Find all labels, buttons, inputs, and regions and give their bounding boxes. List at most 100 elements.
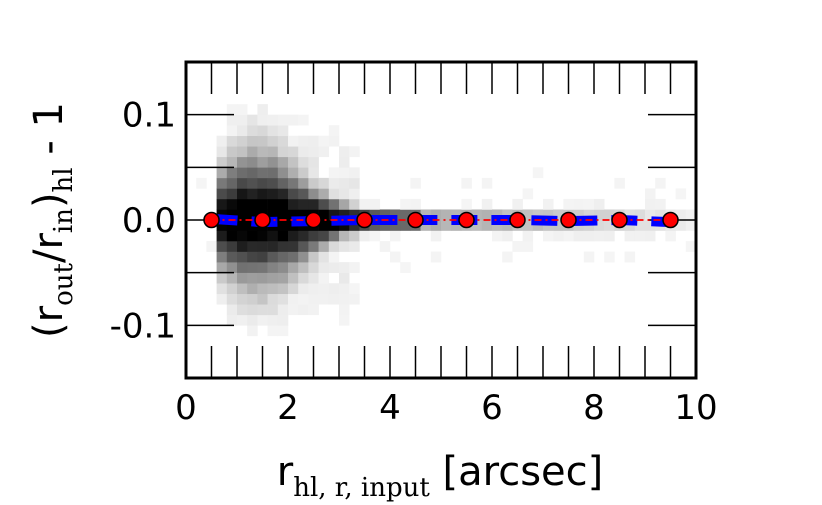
density-cell [685,220,697,231]
density-cell [502,220,513,231]
density-cell [298,146,309,158]
density-cell [624,251,636,263]
density-cell [216,241,228,252]
density-cell [308,188,319,200]
density-cell [339,304,350,316]
density-cell [339,146,350,158]
density-cell [288,230,299,242]
density-cell [277,156,289,168]
density-cell [247,198,258,210]
density-cell [257,135,268,147]
density-cell [237,272,248,284]
density-cell [247,262,258,273]
density-cell [318,293,330,305]
density-cell [237,314,248,326]
density-cell [267,156,279,168]
density-cell [318,188,330,200]
density-cell [308,241,319,252]
density-cell [512,241,523,252]
density-cell [257,167,268,179]
y-axis-label-sub-in: in [49,208,79,233]
density-cell [594,230,605,242]
density-cell [522,241,534,252]
red-series-point [254,211,271,229]
y-tick-label: -0.1 [110,306,176,346]
density-cell [328,167,340,179]
density-cell [237,241,248,252]
density-cell [349,262,360,273]
density-cell [226,177,238,189]
density-cell [328,188,340,200]
density-cell [675,209,687,221]
density-cell [247,146,258,158]
density-cell [257,293,268,305]
density-cell [349,188,360,200]
density-cell [298,167,309,179]
density-cell [237,167,248,179]
density-cell [247,209,258,221]
density-cell [277,241,289,252]
density-cell [532,167,544,179]
density-cell [318,177,330,189]
density-cell [216,293,228,305]
density-cell [277,304,289,316]
x-tick-label: 2 [277,388,299,428]
series-layer [203,211,679,229]
density-cell [390,220,401,231]
density-cell [461,198,472,210]
density-cell [288,135,299,147]
density-cell [216,262,228,273]
density-cell [216,188,228,200]
density-cell [267,146,279,158]
density-cell [298,272,309,284]
y-axis-label-mid: /r [26,233,72,263]
density-cell [267,325,279,337]
density-cell [318,241,330,252]
density-cell [420,220,432,231]
density-cell [237,262,248,273]
density-cell [247,125,258,137]
density-cell [328,198,340,210]
red-series-point [611,211,628,229]
density-cell [226,114,238,126]
density-cell [267,167,279,179]
density-cell [277,293,289,305]
density-cell [328,125,340,137]
density-cell [288,146,299,158]
density-cell [481,209,493,221]
density-cell [237,251,248,263]
density-cell [645,220,656,231]
density-cell [339,230,350,242]
density-cell [247,188,258,200]
density-cell [400,220,411,231]
density-cell [308,156,319,168]
density-cell [430,209,442,221]
density-cell [257,188,268,200]
density-cell [543,230,554,242]
density-cell [339,188,350,200]
density-cell [339,272,350,284]
density-cell [257,251,268,263]
density-cell [226,209,238,221]
density-cell [237,220,248,231]
density-cell [614,177,625,189]
density-cell [247,293,258,305]
density-cell [308,293,319,305]
density-cell [257,283,268,295]
density-cell [237,283,248,295]
density-cell [216,230,228,242]
density-cell [604,220,615,231]
density-cell [339,283,350,295]
density-cell [247,251,258,263]
density-cell [216,251,228,263]
density-cell [267,304,279,316]
density-cell [634,230,646,242]
x-axis-label-main: r [277,449,294,495]
density-cell [665,230,676,242]
density-cell [583,251,595,263]
plot-frame [184,60,698,380]
density-cell [277,188,289,200]
density-cell [328,177,340,189]
density-cell [257,125,268,137]
